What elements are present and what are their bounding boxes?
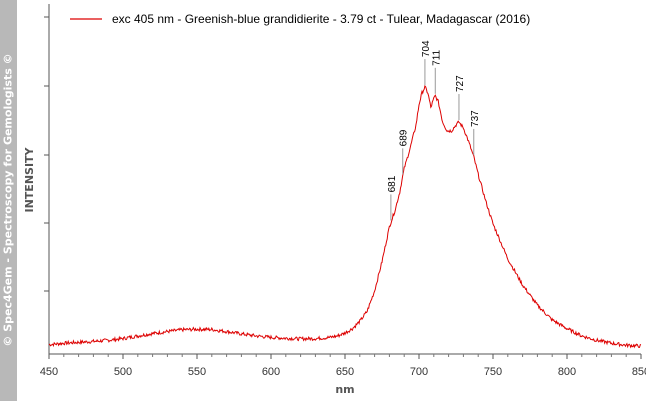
x-tick-label: 450: [40, 366, 58, 378]
x-tick-label: 600: [262, 366, 280, 378]
legend: exc 405 nm - Greenish-blue grandidierite…: [70, 12, 530, 26]
x-tick-label: 750: [484, 366, 502, 378]
x-tick-label: 550: [188, 366, 206, 378]
peak-label: 737: [470, 110, 481, 127]
peak-label: 704: [421, 40, 432, 57]
peak-label: 681: [387, 175, 398, 192]
x-tick-label: 800: [558, 366, 576, 378]
peak-label: 727: [455, 75, 466, 92]
peak-label: 689: [399, 129, 410, 146]
series-layer: [48, 84, 642, 349]
legend-entry: exc 405 nm - Greenish-blue grandidierite…: [112, 12, 530, 26]
x-tick-label: 650: [336, 366, 354, 378]
x-tick-label: 500: [114, 366, 132, 378]
x-ticks: 450 500 550 600 650 700 750 800 850: [40, 354, 646, 378]
peak-label: 711: [431, 49, 442, 65]
x-tick-label: 850: [632, 366, 646, 378]
series-line: [48, 84, 642, 349]
y-axis-title: INTENSITY: [23, 146, 36, 212]
y-ticks: [44, 16, 49, 292]
watermark-strip: © Spec4Gem - Spectroscopy for Gemologist…: [0, 0, 17, 401]
x-axis-title: nm: [335, 383, 354, 396]
x-tick-label: 700: [410, 366, 428, 378]
plot-frame: [48, 4, 641, 355]
